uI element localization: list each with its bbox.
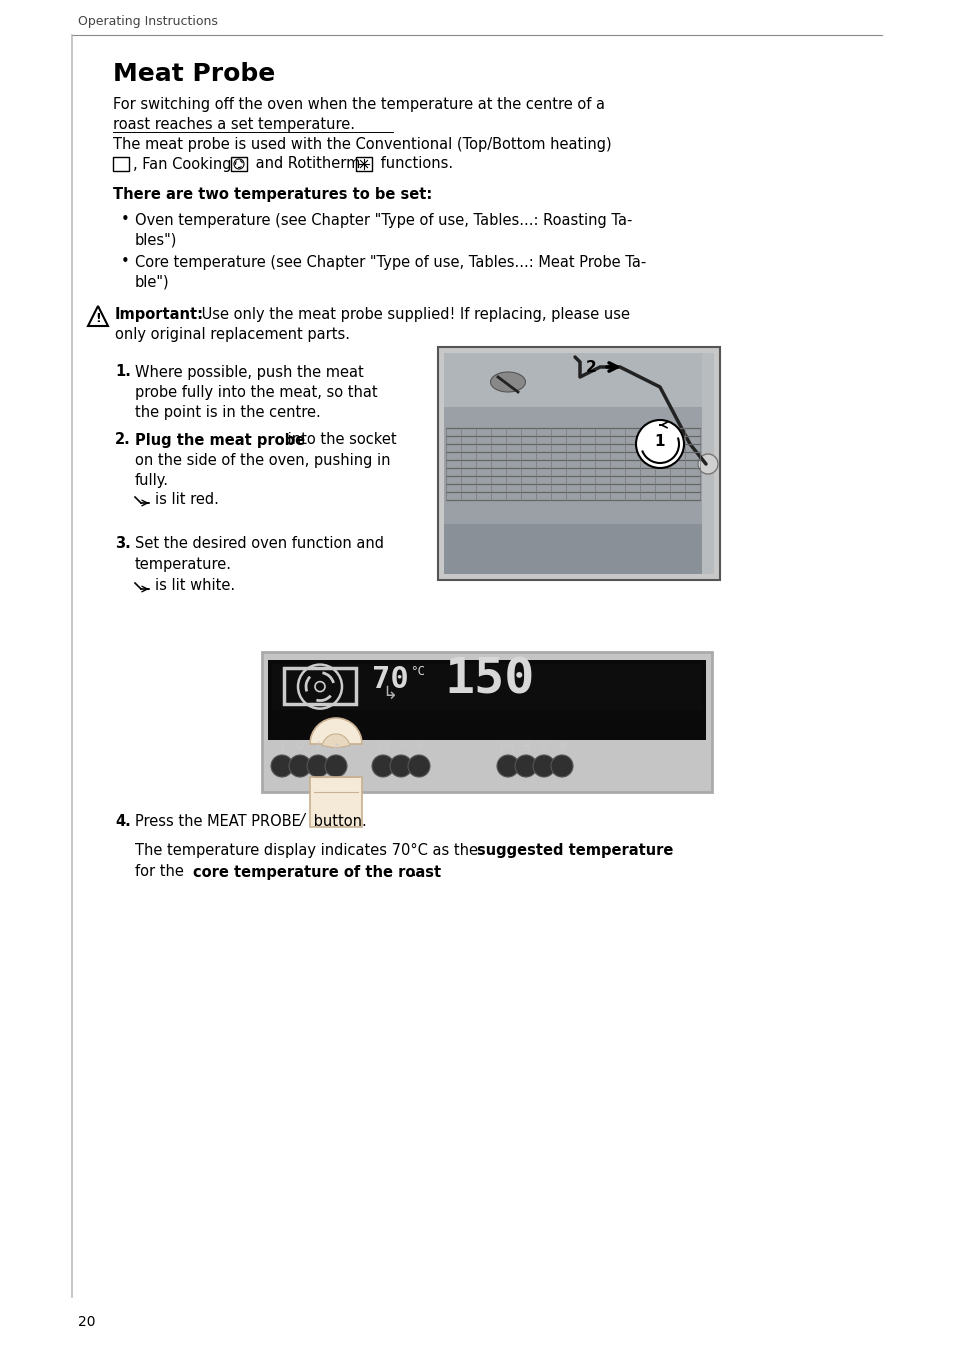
FancyBboxPatch shape <box>272 664 701 710</box>
Text: and Rotitherm: and Rotitherm <box>251 157 360 172</box>
Text: probe fully into the meat, so that: probe fully into the meat, so that <box>135 384 377 399</box>
Text: 1.: 1. <box>115 365 131 380</box>
Text: Core temperature (see Chapter "Type of use, Tables...: Meat Probe Ta-: Core temperature (see Chapter "Type of u… <box>135 254 645 269</box>
Wedge shape <box>310 718 361 744</box>
FancyBboxPatch shape <box>262 652 711 792</box>
Text: Meat Probe: Meat Probe <box>112 62 275 87</box>
FancyBboxPatch shape <box>443 353 707 575</box>
Circle shape <box>390 754 412 777</box>
Text: →|: →| <box>519 741 532 752</box>
Text: on the side of the oven, pushing in: on the side of the oven, pushing in <box>135 453 390 468</box>
Text: ↳: ↳ <box>381 684 396 703</box>
Circle shape <box>497 754 518 777</box>
FancyBboxPatch shape <box>443 525 707 575</box>
Text: For switching off the oven when the temperature at the centre of a: For switching off the oven when the temp… <box>112 96 604 111</box>
Text: The meat probe is used with the Conventional (Top/Bottom heating): The meat probe is used with the Conventi… <box>112 137 611 151</box>
Circle shape <box>372 754 394 777</box>
Text: Oven temperature (see Chapter "Type of use, Tables...: Roasting Ta-: Oven temperature (see Chapter "Type of u… <box>135 212 632 227</box>
Text: |→|: |→| <box>499 741 516 752</box>
Text: 3.: 3. <box>115 537 131 552</box>
Text: ble"): ble") <box>135 274 170 289</box>
Text: Use only the meat probe supplied! If replacing, please use: Use only the meat probe supplied! If rep… <box>196 307 629 322</box>
Text: roast reaches a set temperature.: roast reaches a set temperature. <box>112 116 355 131</box>
Wedge shape <box>322 734 350 748</box>
Text: Operating Instructions: Operating Instructions <box>78 15 217 28</box>
Circle shape <box>551 754 573 777</box>
Text: button.: button. <box>309 814 366 830</box>
Text: ∧: ∧ <box>332 741 339 750</box>
Text: Set the desired oven function and: Set the desired oven function and <box>135 537 384 552</box>
Text: for the: for the <box>135 864 189 880</box>
Circle shape <box>307 754 329 777</box>
FancyBboxPatch shape <box>355 157 372 170</box>
FancyBboxPatch shape <box>268 660 705 740</box>
Text: |: | <box>280 741 283 752</box>
Text: is lit white.: is lit white. <box>154 579 234 594</box>
Text: 70: 70 <box>372 665 408 694</box>
Text: is lit red.: is lit red. <box>154 492 218 507</box>
Text: /: / <box>298 814 304 829</box>
Text: The temperature display indicates 70°C as the: The temperature display indicates 70°C a… <box>135 842 482 857</box>
Text: Where possible, push the meat: Where possible, push the meat <box>135 365 363 380</box>
Text: 4.: 4. <box>115 814 131 830</box>
FancyBboxPatch shape <box>443 353 707 407</box>
Text: 150: 150 <box>443 656 534 703</box>
Text: Press the MEAT PROBE: Press the MEAT PROBE <box>135 814 300 830</box>
Text: suggested temperature: suggested temperature <box>476 842 673 857</box>
Text: fully.: fully. <box>135 472 169 488</box>
Circle shape <box>515 754 537 777</box>
Circle shape <box>289 754 311 777</box>
Text: Important:: Important: <box>115 307 204 322</box>
Ellipse shape <box>490 372 525 392</box>
Text: into the socket: into the socket <box>283 433 396 448</box>
Text: /: / <box>315 741 319 750</box>
Text: °C: °C <box>410 665 424 677</box>
Text: functions.: functions. <box>375 157 453 172</box>
Text: 2: 2 <box>585 360 596 375</box>
Text: •: • <box>121 254 130 269</box>
FancyBboxPatch shape <box>437 347 720 580</box>
Text: 1: 1 <box>654 434 664 449</box>
Text: the point is in the centre.: the point is in the centre. <box>135 404 320 419</box>
Text: .: . <box>411 864 416 880</box>
Circle shape <box>698 454 718 475</box>
Circle shape <box>408 754 430 777</box>
Circle shape <box>636 420 683 468</box>
Text: +: + <box>415 741 423 750</box>
Text: only original replacement parts.: only original replacement parts. <box>115 326 350 342</box>
Text: core temperature of the roast: core temperature of the roast <box>193 864 440 880</box>
FancyBboxPatch shape <box>112 157 129 170</box>
FancyBboxPatch shape <box>284 668 355 703</box>
FancyBboxPatch shape <box>701 353 713 575</box>
Text: −: − <box>396 741 405 750</box>
Text: 2.: 2. <box>115 433 131 448</box>
Text: △: △ <box>539 741 547 750</box>
Text: , Fan Cooking: , Fan Cooking <box>132 157 232 172</box>
Circle shape <box>325 754 347 777</box>
Text: temperature.: temperature. <box>135 557 232 572</box>
Text: There are two temperatures to be set:: There are two temperatures to be set: <box>112 187 432 201</box>
Text: bles"): bles") <box>135 233 177 247</box>
Circle shape <box>271 754 293 777</box>
Text: □: □ <box>377 741 388 750</box>
Text: O: O <box>295 741 304 750</box>
Text: •: • <box>121 212 130 227</box>
FancyBboxPatch shape <box>231 157 247 170</box>
Text: 20: 20 <box>78 1315 95 1329</box>
Text: ⊕: ⊕ <box>558 741 566 750</box>
Circle shape <box>533 754 555 777</box>
Text: Plug the meat probe: Plug the meat probe <box>135 433 305 448</box>
Text: !: ! <box>95 311 101 324</box>
FancyBboxPatch shape <box>310 777 361 827</box>
